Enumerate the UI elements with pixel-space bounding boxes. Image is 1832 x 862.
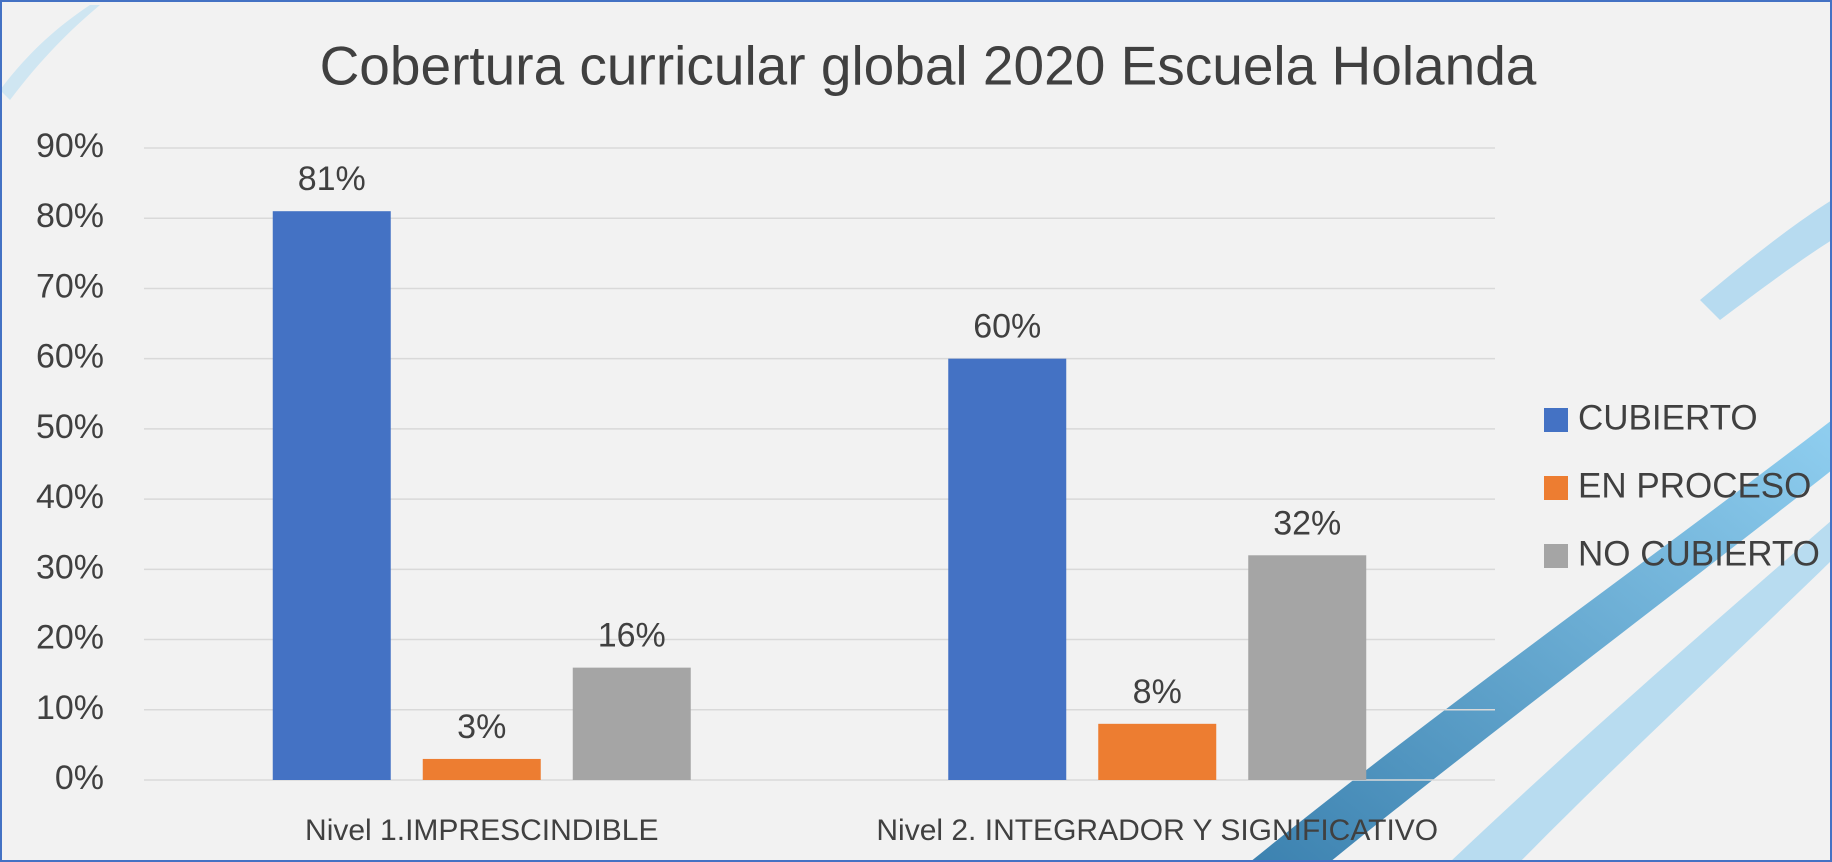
data-label: 8%	[1133, 673, 1182, 711]
legend-label: NO CUBIERTO	[1578, 534, 1820, 573]
y-tick-label: 40%	[36, 478, 104, 516]
y-tick-label: 10%	[36, 689, 104, 727]
bar	[273, 211, 391, 780]
x-tick-label: Nivel 1.IMPRESCINDIBLE	[305, 814, 658, 847]
bar	[1098, 724, 1216, 780]
chart-title: Cobertura curricular global 2020 Escuela…	[320, 35, 1537, 97]
y-tick-label: 70%	[36, 267, 104, 305]
legend-label: EN PROCESO	[1578, 466, 1811, 505]
bar	[948, 359, 1066, 780]
y-tick-label: 80%	[36, 197, 104, 235]
data-label: 16%	[598, 617, 666, 655]
y-tick-label: 20%	[36, 619, 104, 657]
data-label: 81%	[298, 160, 366, 198]
bar	[573, 668, 691, 780]
y-tick-label: 90%	[36, 127, 104, 165]
legend-swatch	[1544, 476, 1568, 500]
y-tick-label: 30%	[36, 548, 104, 586]
chart: Cobertura curricular global 2020 Escuela…	[0, 0, 1832, 862]
bar	[423, 759, 541, 780]
legend-swatch	[1544, 408, 1568, 432]
data-label: 32%	[1273, 504, 1341, 542]
bar	[1248, 555, 1366, 780]
legend-swatch	[1544, 544, 1568, 568]
legend-label: CUBIERTO	[1578, 398, 1758, 437]
y-tick-label: 50%	[36, 408, 104, 446]
data-label: 3%	[457, 708, 506, 746]
y-tick-label: 60%	[36, 338, 104, 376]
x-tick-label: Nivel 2. INTEGRADOR Y SIGNIFICATIVO	[876, 814, 1438, 847]
y-tick-label: 0%	[55, 759, 104, 797]
data-label: 60%	[973, 308, 1041, 346]
